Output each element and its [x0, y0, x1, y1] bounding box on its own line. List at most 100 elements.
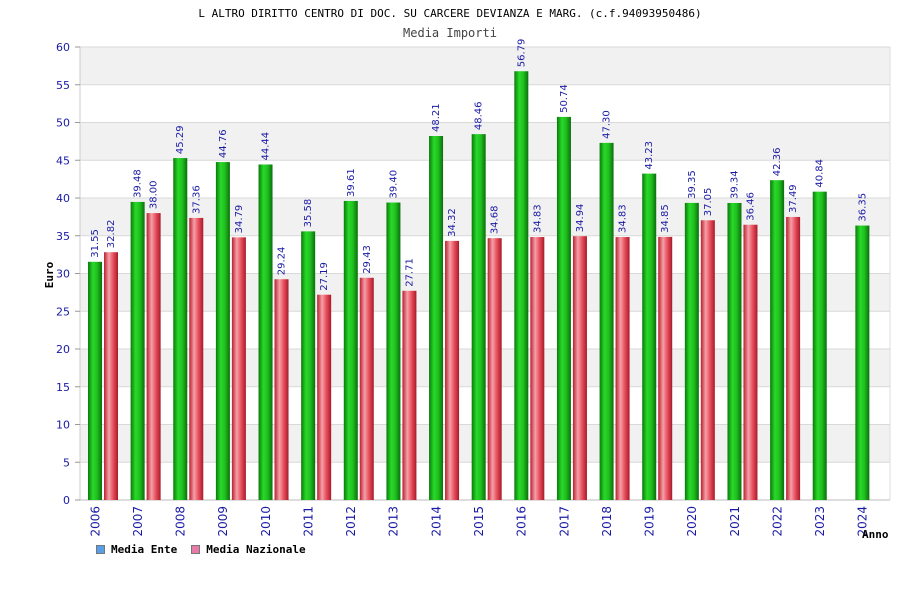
data-label-media-ente: 39.34: [729, 170, 740, 199]
y-tick-label: 10: [56, 419, 70, 432]
grid-band: [80, 47, 890, 85]
data-label-media-ente: 36.35: [857, 193, 868, 222]
bar-media-nazionale: [615, 237, 630, 500]
bar-media-ente: [130, 201, 145, 500]
x-tick-label: 2020: [685, 506, 699, 537]
bar-media-ente: [599, 142, 614, 500]
bar-media-ente: [727, 202, 742, 500]
bar-media-nazionale: [658, 236, 673, 500]
y-axis-label: Euro: [43, 261, 56, 288]
data-label-media-nazionale: 29.24: [277, 247, 288, 276]
bar-media-nazionale: [572, 236, 587, 500]
data-label-media-nazionale: 34.85: [660, 204, 671, 233]
x-tick-label: 2007: [131, 506, 145, 537]
data-label-media-nazionale: 37.05: [703, 188, 714, 217]
data-label-media-nazionale: 27.71: [404, 258, 415, 287]
bar-media-nazionale: [146, 213, 161, 500]
x-tick-label: 2022: [770, 506, 784, 537]
data-label-media-ente: 39.61: [346, 168, 357, 197]
x-axis-label: Anno: [862, 528, 889, 541]
data-label-media-ente: 39.35: [687, 170, 698, 199]
x-tick-label: 2023: [813, 506, 827, 537]
x-tick-label: 2013: [387, 506, 401, 537]
bar-media-ente: [88, 261, 102, 500]
bar-media-ente: [556, 116, 571, 501]
bar-media-ente: [770, 180, 785, 500]
y-tick-label: 0: [63, 494, 70, 507]
data-label-media-nazionale: 32.82: [106, 220, 117, 249]
bar-media-ente: [215, 162, 230, 500]
bar-media-nazionale: [445, 240, 460, 500]
data-label-media-ente: 48.46: [474, 101, 485, 130]
data-label-media-ente: 39.48: [133, 169, 144, 198]
y-tick-label: 50: [56, 117, 70, 130]
data-label-media-ente: 48.21: [431, 103, 442, 132]
x-tick-label: 2012: [344, 506, 358, 537]
y-tick-label: 60: [56, 41, 70, 54]
data-label-media-nazionale: 37.49: [788, 184, 799, 213]
data-label-media-nazionale: 34.79: [234, 205, 245, 234]
data-label-media-ente: 43.23: [644, 141, 655, 170]
data-label-media-ente: 40.84: [815, 159, 826, 188]
bar-media-nazionale: [231, 237, 246, 500]
bar-media-nazionale: [700, 220, 715, 500]
x-tick-label: 2019: [643, 506, 657, 537]
chart-title: L ALTRO DIRITTO CENTRO DI DOC. SU CARCER…: [198, 7, 701, 20]
x-tick-label: 2021: [728, 506, 742, 537]
data-label-media-ente: 44.44: [261, 132, 272, 161]
bar-media-ente: [855, 225, 870, 500]
bar-media-nazionale: [317, 294, 332, 500]
bars: [88, 71, 870, 501]
bar-media-nazionale: [402, 290, 417, 500]
data-label-media-ente: 50.74: [559, 84, 570, 113]
bar-media-nazionale: [786, 216, 801, 500]
bar-media-ente: [514, 71, 529, 500]
bar-media-nazionale: [274, 279, 289, 500]
data-label-media-nazionale: 34.94: [575, 204, 586, 233]
bar-media-ente: [173, 158, 188, 501]
data-label-media-nazionale: 34.83: [618, 204, 629, 233]
x-tick-label: 2016: [515, 506, 529, 537]
bar-media-ente: [471, 134, 486, 500]
y-tick-label: 45: [56, 154, 70, 167]
data-label-media-ente: 56.79: [516, 39, 527, 68]
data-label-media-ente: 45.29: [175, 125, 186, 154]
bar-media-nazionale: [189, 217, 204, 500]
bar-media-nazionale: [743, 224, 758, 501]
bar-media-nazionale: [104, 252, 118, 500]
bar-media-ente: [343, 200, 358, 500]
bar-media-ente: [301, 231, 316, 500]
legend-label-ente: Media Ente: [111, 543, 178, 556]
y-tick-label: 55: [56, 79, 70, 92]
chart-subtitle: Media Importi: [403, 26, 497, 40]
x-tick-label: 2024: [856, 506, 870, 537]
y-tick-label: 40: [56, 192, 70, 205]
legend-item-ente: Media Ente: [96, 543, 177, 556]
x-tick-label: 2006: [88, 506, 102, 537]
bar-media-ente: [429, 136, 444, 500]
data-label-media-ente: 42.36: [772, 148, 783, 177]
x-axis-ticks: 2006 2007 2008 2009 2010 2011 2012 2013 2014 2015…: [88, 506, 869, 537]
legend-label-nazionale: Media Nazionale: [206, 543, 306, 556]
data-label-media-ente: 39.40: [388, 170, 399, 199]
bar-media-nazionale: [359, 277, 374, 500]
data-label-media-nazionale: 37.36: [191, 185, 202, 214]
bar-media-ente: [642, 173, 657, 500]
x-tick-label: 2018: [600, 506, 614, 537]
y-axis-ticks: 0 5 10 15 20 25 30 35 40 45 50 55 60: [56, 41, 80, 507]
y-tick-label: 5: [63, 456, 70, 469]
bar-media-ente: [258, 164, 273, 500]
x-tick-label: 2010: [259, 506, 273, 537]
data-label-media-nazionale: 29.43: [362, 245, 373, 274]
data-label-media-ente: 47.30: [602, 110, 613, 139]
bar-media-ente: [386, 202, 401, 500]
bar-media-ente: [812, 191, 827, 500]
data-label-media-nazionale: 38.00: [149, 180, 160, 209]
y-tick-label: 35: [56, 230, 70, 243]
data-labels: 31.55 32.82 39.48 38.00 45.29 37.36 44.76 34.79…: [90, 39, 868, 291]
y-tick-label: 15: [56, 381, 70, 394]
data-label-media-nazionale: 34.68: [490, 206, 501, 235]
legend: Media Ente Media Nazionale: [96, 543, 306, 556]
grid-band: [80, 84, 890, 123]
